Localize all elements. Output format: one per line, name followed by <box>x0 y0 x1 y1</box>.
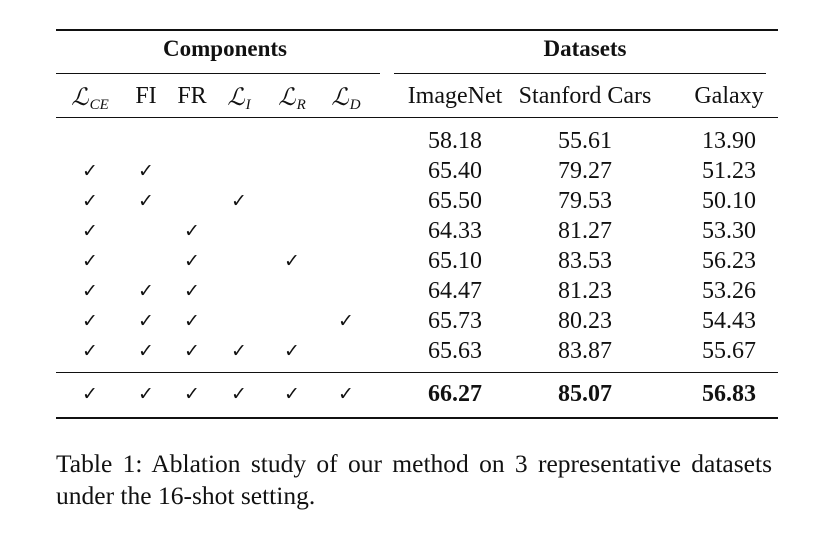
value-cell-7-0: 65.63 <box>428 338 482 364</box>
check-mark: ✓ <box>138 160 154 182</box>
component-header-base: ℒ <box>278 85 296 111</box>
components-group-header: Components <box>163 36 287 61</box>
component-header-3: ℒI <box>199 83 279 114</box>
check-mark: ✓ <box>184 340 200 362</box>
value-cell-0-0: 58.18 <box>428 128 482 154</box>
check-mark: ✓ <box>284 340 300 362</box>
component-header-base: ℒ <box>71 85 89 111</box>
check-mark: ✓ <box>284 250 300 272</box>
value-cell-2-1: 79.53 <box>558 188 612 214</box>
value-cell-7-1: 83.87 <box>558 338 612 364</box>
check-mark: ✓ <box>184 383 200 405</box>
value-cell-final-0: 66.27 <box>428 381 482 407</box>
check-mark: ✓ <box>138 190 154 212</box>
check-mark: ✓ <box>82 220 98 242</box>
value-cell-5-2: 53.26 <box>702 278 756 304</box>
check-mark: ✓ <box>82 250 98 272</box>
component-header-4: ℒR <box>252 83 332 114</box>
check-mark: ✓ <box>82 310 98 332</box>
value-cell-4-1: 83.53 <box>558 248 612 274</box>
check-mark: ✓ <box>231 190 247 212</box>
value-cell-6-0: 65.73 <box>428 308 482 334</box>
check-mark: ✓ <box>138 310 154 332</box>
value-cell-1-1: 79.27 <box>558 158 612 184</box>
table-bottom-rule <box>56 417 778 419</box>
value-cell-5-1: 81.23 <box>558 278 612 304</box>
check-mark: ✓ <box>82 280 98 302</box>
value-cell-6-1: 80.23 <box>558 308 612 334</box>
check-mark: ✓ <box>82 340 98 362</box>
check-mark: ✓ <box>284 383 300 405</box>
check-mark: ✓ <box>184 310 200 332</box>
component-header-base: ℒ <box>227 85 245 111</box>
check-mark: ✓ <box>138 280 154 302</box>
value-cell-5-0: 64.47 <box>428 278 482 304</box>
check-mark: ✓ <box>82 190 98 212</box>
dataset-header-0: ImageNet <box>407 83 503 109</box>
check-mark: ✓ <box>138 383 154 405</box>
value-cell-0-2: 13.90 <box>702 128 756 154</box>
value-cell-4-0: 65.10 <box>428 248 482 274</box>
dataset-header-1: Stanford Cars <box>518 83 652 109</box>
component-header-5: ℒD <box>306 83 386 114</box>
value-cell-2-0: 65.50 <box>428 188 482 214</box>
header-rule <box>56 117 778 118</box>
component-header-0: ℒCE <box>50 83 130 114</box>
component-header-base: ℒ <box>331 85 349 111</box>
check-mark: ✓ <box>138 340 154 362</box>
value-cell-0-1: 55.61 <box>558 128 612 154</box>
datasets-group-rule <box>394 73 766 74</box>
value-cell-1-2: 51.23 <box>702 158 756 184</box>
value-cell-7-2: 55.67 <box>702 338 756 364</box>
component-header-1: FI <box>106 83 186 110</box>
check-mark: ✓ <box>82 160 98 182</box>
components-group-rule <box>56 73 380 74</box>
table-caption: Table 1: Ablation study of our method on… <box>56 449 772 510</box>
check-mark: ✓ <box>82 383 98 405</box>
component-header-2: FR <box>152 83 232 110</box>
value-cell-3-2: 53.30 <box>702 218 756 244</box>
component-header-sub: D <box>349 97 361 113</box>
value-cell-2-2: 50.10 <box>702 188 756 214</box>
check-mark: ✓ <box>231 383 247 405</box>
check-mark: ✓ <box>184 250 200 272</box>
check-mark: ✓ <box>184 280 200 302</box>
value-cell-final-2: 56.83 <box>702 381 756 407</box>
component-header-sub: CE <box>89 97 109 113</box>
dataset-header-2: Galaxy <box>694 83 764 109</box>
value-cell-3-1: 81.27 <box>558 218 612 244</box>
component-header-sub: I <box>245 97 251 113</box>
check-mark: ✓ <box>231 340 247 362</box>
component-header-base: FI <box>135 83 157 109</box>
table-top-rule <box>56 29 778 31</box>
value-cell-4-2: 56.23 <box>702 248 756 274</box>
value-cell-final-1: 85.07 <box>558 381 612 407</box>
final-row-rule <box>56 372 778 373</box>
value-cell-6-2: 54.43 <box>702 308 756 334</box>
value-cell-1-0: 65.40 <box>428 158 482 184</box>
check-mark: ✓ <box>184 220 200 242</box>
value-cell-3-0: 64.33 <box>428 218 482 244</box>
datasets-group-header: Datasets <box>543 36 627 61</box>
component-header-base: FR <box>177 83 207 109</box>
check-mark: ✓ <box>338 310 354 332</box>
component-header-sub: R <box>296 97 306 113</box>
check-mark: ✓ <box>338 383 354 405</box>
